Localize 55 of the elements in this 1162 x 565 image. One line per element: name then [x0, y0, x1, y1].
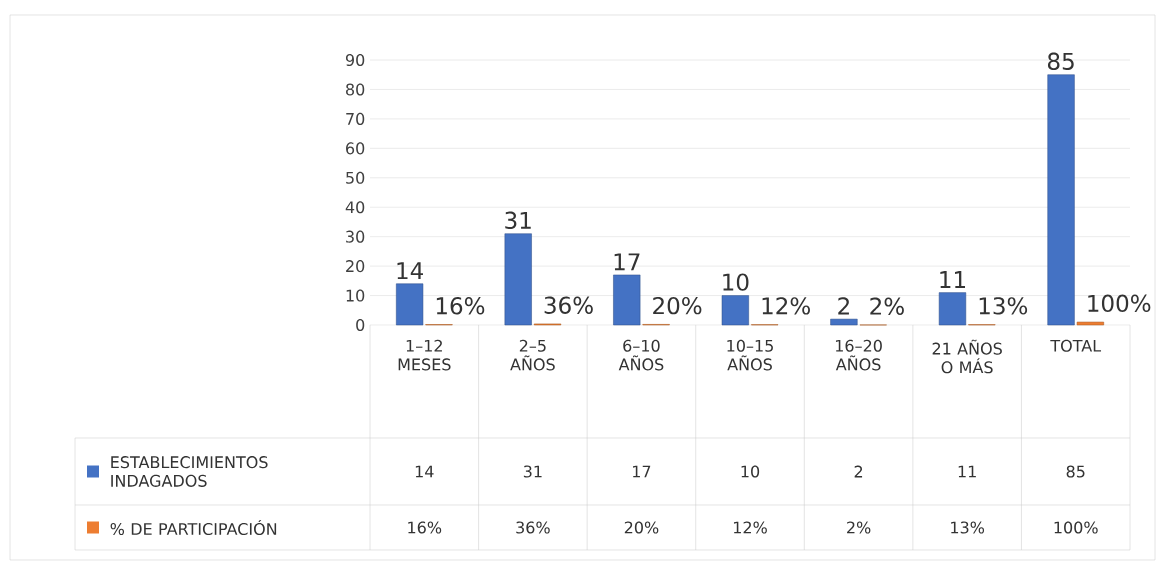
x-tick-label: 21 AÑOS O MÁS	[932, 339, 1002, 374]
text: 36%	[544, 296, 593, 314]
bar	[938, 292, 967, 326]
y-tick-label: 40	[345, 201, 365, 214]
text: 11	[940, 271, 966, 288]
legend-label: % DE PARTICIPACIÓN	[110, 519, 277, 536]
data-label: 36%	[516, 521, 550, 534]
y-tick-label: 90	[345, 53, 365, 67]
y-tick-label: 0	[356, 318, 365, 332]
data-label: 11	[958, 465, 976, 478]
bar	[613, 274, 641, 326]
x-tick-label: 2–5 AÑOS	[510, 339, 555, 371]
data-label: 16%	[408, 521, 442, 534]
data-label: 13%	[951, 521, 985, 534]
y-tick-label: 50	[346, 171, 365, 184]
text: 31	[505, 211, 531, 230]
text: 14	[397, 262, 423, 280]
legend-label: ESTABLECIMIENTOS INDAGADOS	[111, 456, 268, 487]
text: 85	[1047, 52, 1074, 71]
bar	[721, 295, 749, 326]
data-label: 2%	[847, 521, 871, 534]
x-tick-label: 16–20 AÑOS	[835, 339, 882, 371]
bar	[830, 318, 858, 326]
text: 16%	[436, 297, 485, 315]
bar	[1076, 321, 1104, 326]
data-label: 100%	[1054, 521, 1098, 534]
x-tick-label: TOTAL	[1050, 339, 1102, 352]
data-label: 2	[854, 465, 863, 478]
bar	[396, 283, 424, 326]
bar	[504, 233, 532, 326]
text: 17	[614, 253, 640, 271]
text: 100%	[1088, 294, 1151, 313]
bar	[1047, 74, 1075, 326]
data-label: 17	[633, 465, 651, 478]
y-tick-label: 10	[346, 289, 365, 302]
text: 10	[723, 273, 749, 291]
data-label: 14	[415, 465, 434, 478]
data-label: 12%	[733, 521, 767, 534]
data-label: 31	[523, 465, 542, 478]
text: 2%	[870, 297, 904, 315]
text: 20%	[653, 296, 702, 315]
data-label: 10	[741, 465, 760, 478]
y-tick-label: 20	[346, 260, 365, 273]
text: 13%	[979, 297, 1028, 315]
y-tick-label: 30	[346, 230, 365, 243]
y-tick-label: 80	[346, 83, 365, 96]
y-tick-label: 60	[346, 142, 365, 155]
data-label: 85	[1066, 465, 1085, 478]
text: 2	[838, 297, 849, 315]
text: 12%	[762, 297, 810, 315]
data-label: 20%	[624, 521, 659, 534]
x-tick-label: 1–12 MESES	[398, 339, 451, 371]
x-tick-label: 6–10 AÑOS	[618, 339, 664, 371]
x-tick-label: 10–15 AÑOS	[727, 339, 773, 371]
y-tick-label: 70	[346, 112, 365, 125]
